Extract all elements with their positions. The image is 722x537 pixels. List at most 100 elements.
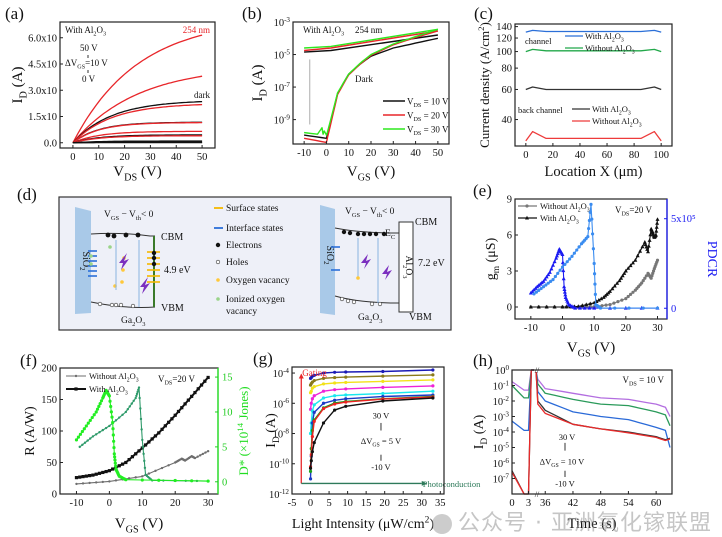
data-point: [310, 402, 313, 405]
data-point: [344, 376, 347, 379]
x-tick-label: 10: [343, 148, 354, 159]
data-point: [333, 394, 336, 397]
data-point: [656, 259, 659, 262]
x-tick-label: 0: [308, 498, 313, 509]
annotation-delta-vgs: ΔVGS​ = 5 V: [361, 436, 402, 449]
data-point: [101, 471, 104, 474]
hole: [378, 302, 382, 306]
data-point: [199, 454, 201, 456]
gap-label-right: 7.2 eV: [418, 258, 445, 269]
data-point: [95, 473, 98, 476]
data-point: [322, 390, 325, 393]
electron: [356, 232, 360, 236]
x-tick-label: 25: [398, 498, 409, 509]
data-point: [100, 399, 103, 402]
data-point: [141, 439, 143, 441]
x-tick-label: -10: [524, 323, 538, 334]
hole: [98, 302, 102, 306]
data-point: [590, 218, 593, 221]
x-tick-label: 0: [560, 323, 565, 334]
annotation-with-al2o3: With Al2​O3​: [303, 25, 344, 38]
trapped-electron: [152, 256, 156, 260]
electron: [374, 232, 378, 236]
legend-entry: VDS​ = 30 V: [407, 125, 449, 138]
x-tick-label: 10: [137, 498, 148, 509]
data-point: [84, 441, 86, 443]
data-point: [140, 428, 142, 430]
data-point: [78, 476, 81, 479]
y-tick-label: 0.0: [44, 138, 57, 149]
data-point: [99, 402, 102, 405]
data-point: [194, 457, 196, 459]
data-point: [151, 437, 154, 440]
data-point: [138, 397, 140, 399]
data-point: [133, 400, 135, 402]
y-tick-label: 100: [41, 427, 57, 438]
data-point: [310, 459, 313, 462]
x-tick-label: 20: [379, 498, 390, 509]
data-point: [203, 380, 206, 383]
data-point: [556, 272, 559, 275]
data-point: [113, 455, 116, 458]
data-point: [655, 225, 659, 229]
data-point: [88, 482, 90, 484]
data-point: [344, 393, 347, 396]
x-tick-label: 40: [171, 152, 182, 163]
holes-swatch: [216, 260, 220, 264]
data-point: [333, 388, 336, 391]
data-point: [121, 463, 124, 466]
series-line-7: [311, 397, 433, 467]
y-tick-label: 0: [671, 304, 676, 315]
plot-frame-e: [515, 199, 667, 319]
data-point: [616, 300, 619, 303]
data-point: [593, 262, 596, 265]
legend-entry: Interface states: [226, 223, 284, 234]
data-point: [313, 420, 316, 423]
plot-frame-a: [60, 22, 215, 148]
legend-entry: With Al2​O3​: [540, 213, 579, 226]
data-point: [137, 449, 140, 452]
data-point: [160, 428, 163, 431]
data-point: [81, 430, 84, 433]
annotation-gating: Gating: [302, 368, 327, 378]
ionized-oxygen-vacancy: [108, 245, 112, 249]
data-point: [344, 400, 347, 403]
data-point: [134, 452, 137, 455]
data-point: [113, 458, 116, 461]
legend-entry: With Al2​O3​: [592, 104, 631, 117]
data-point: [144, 443, 147, 446]
data-point: [381, 380, 384, 383]
x-tick-label: 20: [548, 150, 559, 161]
data-point: [187, 399, 190, 402]
data-point: [587, 227, 590, 230]
data-point: [553, 259, 557, 263]
data-point: [92, 435, 94, 437]
data-point: [548, 270, 552, 274]
legend-entry: Without Al2​O3​: [540, 201, 590, 214]
data-point: [381, 370, 384, 373]
data-point: [589, 203, 592, 206]
y-tick-label: 0: [507, 303, 512, 314]
electron: [136, 233, 141, 238]
data-point: [141, 475, 143, 477]
y-tick-label: 50: [47, 458, 58, 469]
data-point: [108, 394, 111, 397]
annotation-delta-vgs: ΔVGS​ = 10 V: [540, 457, 585, 470]
data-point: [599, 306, 602, 309]
data-point: [561, 268, 565, 272]
data-point: [310, 390, 313, 393]
y-tick-label: 10-4​: [493, 426, 510, 439]
y-tick-label: 10-1​: [493, 379, 510, 392]
y-axis-label: ID​ (A): [10, 67, 30, 104]
data-point: [111, 421, 114, 424]
y-tick-label: 120: [496, 34, 512, 45]
ionized-oxygen-vacancy: [89, 262, 93, 266]
panel-label-b: (b): [242, 4, 262, 23]
data-point: [593, 272, 596, 275]
legend-entry: vacancy: [226, 307, 257, 317]
x-tick-label: 30: [388, 148, 399, 159]
data-point: [124, 478, 127, 481]
